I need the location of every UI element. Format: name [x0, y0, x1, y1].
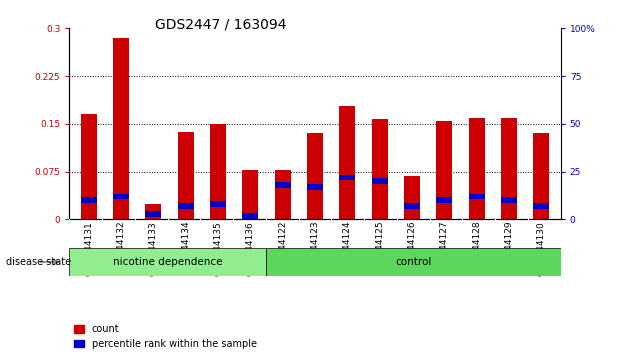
- Bar: [275, 182, 291, 188]
- Text: disease state: disease state: [6, 257, 71, 267]
- Bar: [243, 213, 258, 218]
- Bar: [307, 184, 323, 190]
- Text: control: control: [395, 257, 432, 267]
- Bar: [210, 124, 226, 219]
- Bar: [436, 121, 452, 219]
- Bar: [81, 114, 97, 219]
- Bar: [372, 119, 387, 219]
- Bar: [404, 203, 420, 209]
- Bar: [339, 106, 355, 219]
- Bar: [501, 118, 517, 219]
- Bar: [178, 203, 194, 209]
- Bar: [113, 194, 129, 199]
- Bar: [339, 175, 355, 180]
- FancyBboxPatch shape: [69, 248, 266, 276]
- FancyBboxPatch shape: [266, 248, 561, 276]
- Bar: [146, 204, 161, 219]
- Bar: [275, 170, 291, 219]
- Bar: [178, 132, 194, 219]
- Text: GDS2447 / 163094: GDS2447 / 163094: [155, 18, 286, 32]
- Bar: [533, 133, 549, 219]
- Bar: [436, 198, 452, 203]
- Bar: [146, 211, 161, 217]
- Bar: [307, 133, 323, 219]
- Bar: [81, 198, 97, 203]
- Bar: [469, 194, 484, 199]
- Bar: [501, 198, 517, 203]
- Bar: [469, 118, 484, 219]
- Bar: [243, 170, 258, 219]
- Text: nicotine dependence: nicotine dependence: [113, 257, 222, 267]
- Bar: [372, 178, 387, 184]
- Bar: [533, 203, 549, 209]
- Bar: [113, 38, 129, 219]
- Bar: [210, 201, 226, 207]
- Legend: count, percentile rank within the sample: count, percentile rank within the sample: [74, 324, 256, 349]
- Bar: [404, 176, 420, 219]
